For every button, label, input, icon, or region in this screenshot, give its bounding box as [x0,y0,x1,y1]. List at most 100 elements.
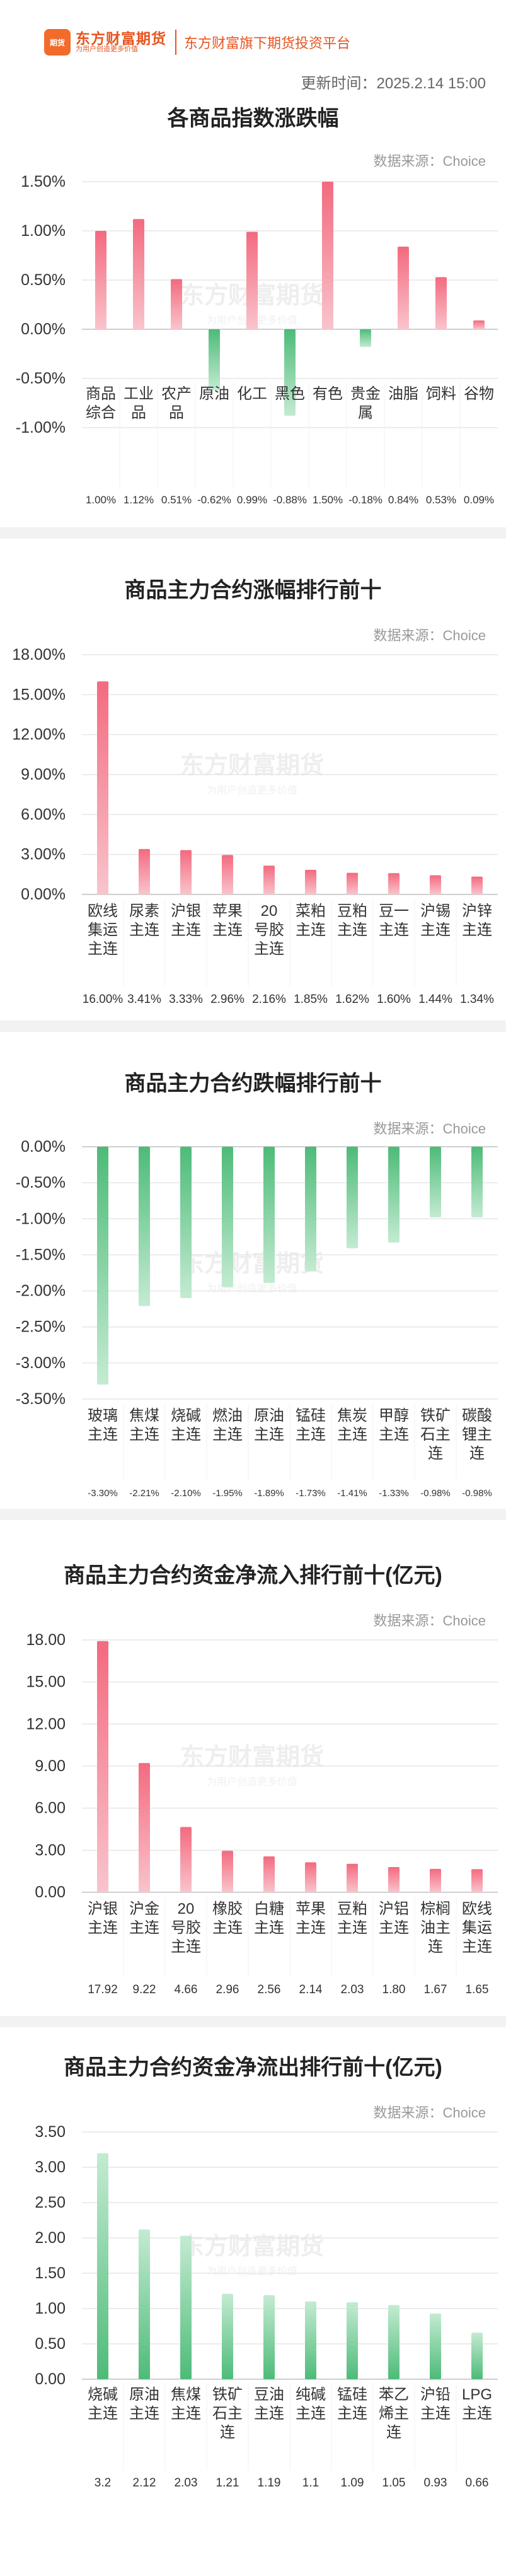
bar [398,247,409,329]
data-label: 0.93 [424,2476,447,2490]
bar [139,2230,150,2379]
data-label: 1.67 [424,1983,447,1996]
data-label: 0.51% [161,494,192,506]
data-label: 1.09 [341,2476,364,2490]
y-tick-label: 1.50 [35,2264,66,2282]
x-tick-label: 主连 [212,1426,243,1443]
brand-logo: 期货 东方财富期货 为用户创造更多价值 东方财富旗下期货投资平台 [44,29,350,56]
x-tick-label: 农产 [161,385,192,402]
x-tick-label: 主连 [296,1426,326,1443]
page-header: 期货 东方财富期货 为用户创造更多价值 东方财富旗下期货投资平台 更新时间：20… [0,0,506,101]
x-tick-label: 品 [169,404,184,421]
watermark-slogan: 为用户创造更多价值 [207,2266,297,2277]
x-tick-label: 油脂 [388,385,418,402]
y-tick-label: 0.50 [35,2335,66,2353]
data-label: 2.96% [210,993,244,1006]
y-tick-label: 6.00 [35,1800,66,1817]
x-tick-label: 玻璃 [88,1407,118,1424]
x-tick-label: 连 [428,1938,443,1955]
bar [388,2305,400,2379]
x-tick-label: 主连 [254,1426,284,1443]
x-tick-label: 主连 [462,1938,492,1955]
x-tick-label: 菜粕 [296,903,326,920]
watermark-slogan: 为用户创造更多价值 [207,1776,297,1788]
x-tick-label: 主连 [129,1919,159,1936]
chart-net-outflow: 东方财富期货为用户创造更多价值3.503.002.502.001.501.000… [0,2121,506,2568]
bar [471,2333,483,2379]
x-tick-label: 沪锌 [462,903,492,920]
y-tick-label: -2.00% [16,1282,66,1300]
x-tick-label: 豆油 [254,2386,284,2403]
x-tick-label: 主连 [88,2405,118,2422]
data-label: 1.19 [258,2476,281,2490]
x-tick-label: 主连 [212,1919,243,1936]
bar [95,231,106,329]
x-tick-label: 主连 [379,1919,409,1936]
logo-badge-icon: 期货 [44,29,71,56]
x-tick-label: 主连 [171,1426,201,1443]
bar [430,1147,441,1217]
bar [305,1862,316,1892]
data-label: 1.34% [460,993,494,1006]
x-tick-label: 连 [469,1445,485,1462]
bar [180,1147,192,1298]
x-tick-label: 谷物 [464,385,494,402]
y-tick-label: 18.00 [26,1631,66,1649]
x-tick-label: 沪银 [171,903,201,920]
bar [473,320,485,329]
y-tick-label: 9.00% [21,766,66,783]
y-tick-label: 1.50% [21,173,66,190]
x-tick-label: 主连 [88,1919,118,1936]
x-tick-label: 豆粕 [337,1900,367,1917]
data-label: 1.05 [382,2476,406,2490]
x-tick-label: 主连 [129,1426,159,1443]
y-tick-label: 3.00% [21,846,66,864]
x-tick-label: 连 [220,2424,235,2441]
x-tick-label: 主连 [379,1426,409,1443]
x-tick-label: 沪金 [129,1900,159,1917]
y-tick-label: 12.00 [26,1715,66,1733]
bar [471,1869,483,1892]
x-tick-label: 欧线 [462,1900,492,1917]
x-tick-label: 综合 [86,404,116,421]
chart-top-gainers: 东方财富期货为用户创造更多价值18.00%15.00%12.00%9.00%6.… [0,643,506,1022]
chart-title: 商品主力合约涨幅排行前十 [0,573,506,604]
data-label: 1.80 [382,1983,406,1996]
bar [133,219,144,329]
x-tick-label: 商品 [86,385,116,402]
data-label: 3.2 [95,2476,111,2490]
data-label: 17.92 [88,1983,118,1996]
bar [263,1856,275,1892]
y-tick-label: -0.50% [16,1174,66,1191]
x-tick-label: 主连 [296,1919,326,1936]
data-label: -1.73% [296,1488,326,1499]
bar [430,875,441,894]
x-tick-label: 主连 [212,922,243,939]
x-tick-label: 铁矿 [420,1407,451,1424]
bar [388,1867,400,1892]
bar [305,2302,316,2379]
data-label: 1.21 [216,2476,239,2490]
data-label: 1.60% [377,993,411,1006]
section-divider [0,527,506,539]
y-tick-label: -1.00% [16,1210,66,1227]
x-tick-label: 主连 [337,1919,367,1936]
y-tick-label: 3.50 [35,2123,66,2141]
logo-slogan: 为用户创造更多价值 [76,46,166,54]
y-tick-label: -0.50% [16,370,66,387]
data-label: -1.89% [254,1488,284,1499]
y-tick-label: -1.50% [16,1246,66,1263]
x-tick-label: 主连 [337,1426,367,1443]
bar [139,1763,150,1892]
x-tick-label: 主连 [129,922,159,939]
x-tick-label: 原油 [254,1407,284,1424]
data-label: 0.66 [466,2476,489,2490]
logo-separator [175,30,176,55]
data-label: 0.84% [388,494,418,506]
section-divider [0,1509,506,1520]
x-tick-label: 油主 [420,1919,451,1936]
chart-top-losers: 东方财富期货为用户创造更多价值0.00%-0.50%-1.00%-1.50%-2… [0,1135,506,1514]
data-label: 1.50% [313,494,343,506]
watermark-slogan: 为用户创造更多价值 [207,785,297,796]
watermark-text: 东方财富期货 [180,2233,324,2260]
